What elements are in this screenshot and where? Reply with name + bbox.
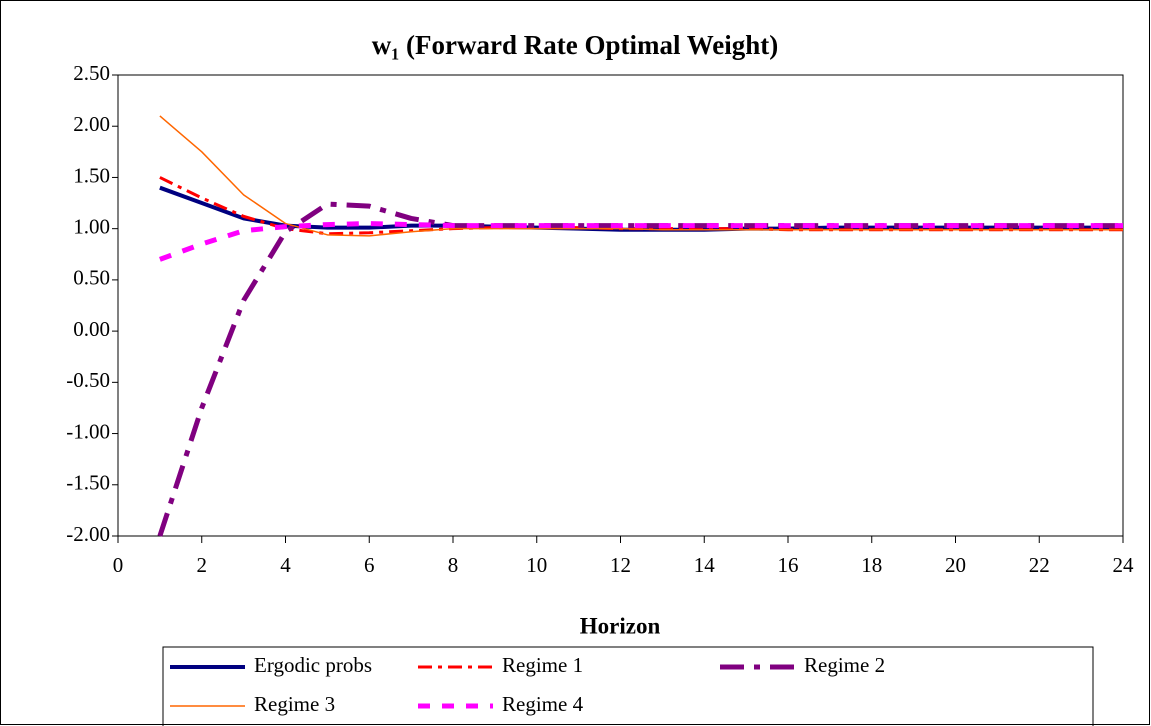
series-line [159, 221, 1123, 262]
chart-title: w₁ (Forward Rate Optimal Weight) [372, 30, 779, 60]
x-tick-label: 2 [197, 553, 208, 577]
y-tick-label: 2.00 [73, 112, 110, 136]
legend-label: Regime 1 [502, 653, 583, 677]
y-tick-label: 2.50 [73, 61, 110, 85]
y-tick-label: -1.00 [66, 419, 110, 443]
x-tick-label: 16 [778, 553, 799, 577]
x-tick-label: 8 [448, 553, 459, 577]
x-tick-label: 0 [113, 553, 124, 577]
y-tick-label: -1.50 [66, 471, 110, 495]
series-line [157, 201, 1123, 537]
y-tick-label: 1.50 [73, 163, 110, 187]
x-tick-label: 12 [610, 553, 631, 577]
series-line [159, 115, 1123, 237]
x-tick-label: 6 [364, 553, 375, 577]
x-tick-label: 14 [694, 553, 716, 577]
y-tick-label: 0.50 [73, 266, 110, 290]
legend-box [162, 646, 1094, 726]
legend-label: Regime 4 [502, 692, 584, 716]
legend-label: Regime 2 [804, 653, 885, 677]
x-tick-label: 10 [526, 553, 547, 577]
x-tick-label: 24 [1113, 553, 1135, 577]
y-tick-label: -2.00 [66, 522, 110, 546]
x-axis-label: Horizon [580, 613, 661, 638]
x-tick-label: 4 [280, 553, 291, 577]
x-tick-label: 20 [945, 553, 966, 577]
y-tick-label: 1.00 [73, 214, 110, 238]
y-tick-label: 0.00 [73, 317, 110, 341]
legend-label: Ergodic probs [254, 653, 372, 677]
x-tick-label: 22 [1029, 553, 1050, 577]
x-tick-label: 18 [861, 553, 882, 577]
legend-label: Regime 3 [254, 692, 335, 716]
y-tick-label: -0.50 [66, 368, 110, 392]
